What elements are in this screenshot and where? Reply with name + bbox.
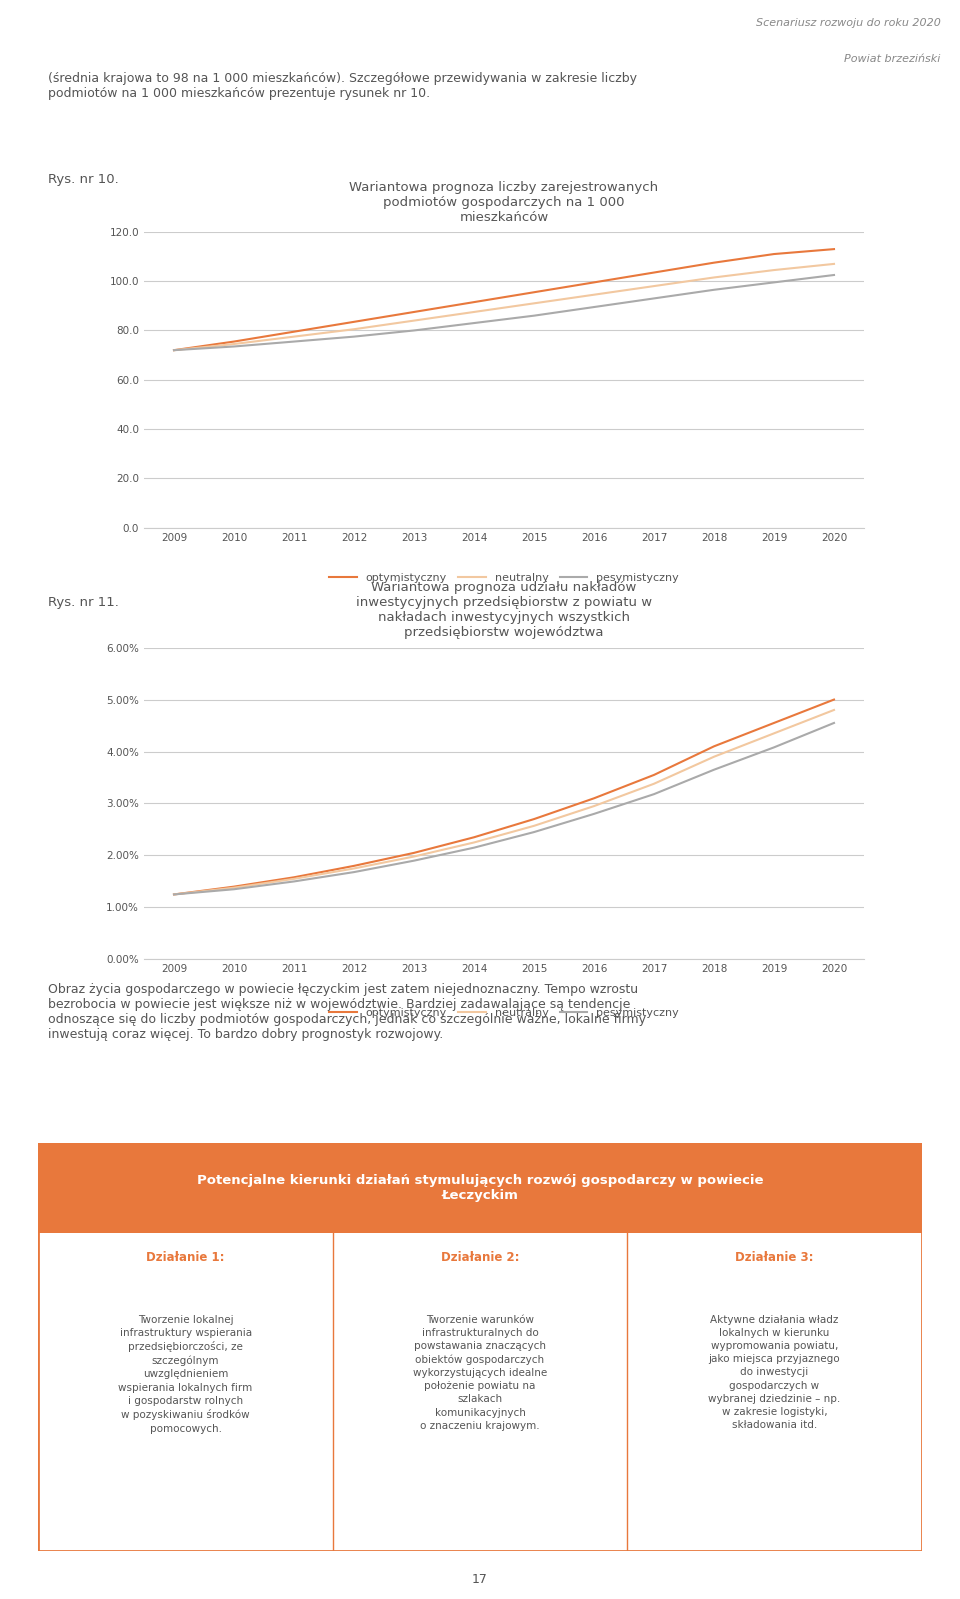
Text: 17: 17 <box>472 1572 488 1586</box>
Text: Działanie 2:: Działanie 2: <box>441 1250 519 1263</box>
Text: Potencjalne kierunki działań stymulujących rozwój gospodarczy w powiecie
Łeczyck: Potencjalne kierunki działań stymulujący… <box>197 1174 763 1202</box>
Text: Tworzenie warunków
infrastrukturalnych do
powstawania znaczących
obiektów gospod: Tworzenie warunków infrastrukturalnych d… <box>413 1314 547 1431</box>
Text: Scenariusz rozwoju do roku 2020: Scenariusz rozwoju do roku 2020 <box>756 18 941 29</box>
Text: Działanie 3:: Działanie 3: <box>735 1250 814 1263</box>
Title: Wariantowa prognoza liczby zarejestrowanych
podmiotów gospodarczych na 1 000
mie: Wariantowa prognoza liczby zarejestrowan… <box>349 181 659 224</box>
FancyBboxPatch shape <box>38 1143 922 1233</box>
Text: Aktywne działania władz
lokalnych w kierunku
wypromowania powiatu,
jako miejsca : Aktywne działania władz lokalnych w kier… <box>708 1314 841 1430</box>
Text: Rys. nr 10.: Rys. nr 10. <box>48 173 119 185</box>
Legend: optymistyczny, neutralny, pesymistyczny: optymistyczny, neutralny, pesymistyczny <box>324 568 684 587</box>
Text: Obraz życia gospodarczego w powiecie łęczyckim jest zatem niejednoznaczny. Tempo: Obraz życia gospodarczego w powiecie łęc… <box>48 983 646 1041</box>
Text: Tworzenie lokalnej
infrastruktury wspierania
przedsiębiorczości, ze
szczególnym
: Tworzenie lokalnej infrastruktury wspier… <box>118 1314 252 1434</box>
Legend: optymistyczny, neutralny, pesymistyczny: optymistyczny, neutralny, pesymistyczny <box>324 1004 684 1022</box>
Text: (średnia krajowa to 98 na 1 000 mieszkańców). Szczegółowe przewidywania w zakres: (średnia krajowa to 98 na 1 000 mieszkań… <box>48 72 637 101</box>
Title: Wariantowa prognoza udziału nakładów
inwestycyjnych przedsiębiorstw z powiatu w
: Wariantowa prognoza udziału nakładów inw… <box>356 582 652 640</box>
Text: Działanie 1:: Działanie 1: <box>146 1250 225 1263</box>
Text: Powiat brzeziński: Powiat brzeziński <box>845 54 941 64</box>
Text: Rys. nr 11.: Rys. nr 11. <box>48 596 119 609</box>
